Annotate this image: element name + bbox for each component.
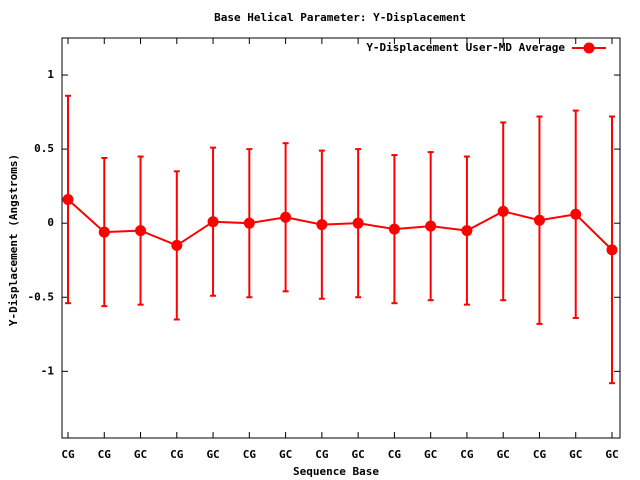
y-tick-label: -1: [41, 364, 55, 377]
x-tick-label: CG: [98, 448, 112, 461]
data-point: [425, 220, 437, 232]
x-tick-label: CG: [170, 448, 184, 461]
x-tick-label: CG: [61, 448, 75, 461]
data-point: [135, 225, 147, 237]
data-point: [171, 239, 183, 251]
data-point: [243, 217, 255, 229]
x-tick-label: GC: [279, 448, 292, 461]
data-point: [497, 205, 509, 217]
legend-label: Y-Displacement User-MD Average: [366, 41, 565, 54]
x-tick-label: CG: [388, 448, 402, 461]
data-point: [62, 193, 74, 205]
y-tick-label: 1: [47, 68, 54, 81]
data-point: [461, 225, 473, 237]
data-point: [388, 223, 400, 235]
y-tick-label: 0.5: [34, 142, 54, 155]
y-tick-label: -0.5: [28, 290, 55, 303]
chart-title: Base Helical Parameter: Y-Displacement: [214, 11, 466, 24]
x-tick-label: CG: [315, 448, 329, 461]
x-tick-label: GC: [569, 448, 582, 461]
data-point: [207, 216, 219, 228]
x-tick-label: GC: [605, 448, 618, 461]
x-axis-label: Sequence Base: [293, 465, 379, 478]
x-tick-label: CG: [243, 448, 257, 461]
x-tick-label: CG: [533, 448, 547, 461]
data-point: [533, 214, 545, 226]
x-tick-label: GC: [134, 448, 147, 461]
x-tick-label: GC: [497, 448, 510, 461]
data-point: [98, 226, 110, 238]
data-point: [280, 211, 292, 223]
x-tick-label: GC: [206, 448, 219, 461]
data-point: [316, 219, 328, 231]
data-point: [570, 208, 582, 220]
plot-frame: [61, 37, 621, 439]
y-axis-label: Y-Displacement (Angstroms): [7, 154, 20, 326]
x-tick-label: GC: [424, 448, 437, 461]
y-tick-label: 0: [47, 216, 54, 229]
legend-marker: [583, 42, 595, 54]
x-tick-label: GC: [352, 448, 365, 461]
data-point: [606, 244, 618, 256]
x-tick-label: CG: [460, 448, 474, 461]
data-point: [352, 217, 364, 229]
series-line: [67, 198, 613, 251]
